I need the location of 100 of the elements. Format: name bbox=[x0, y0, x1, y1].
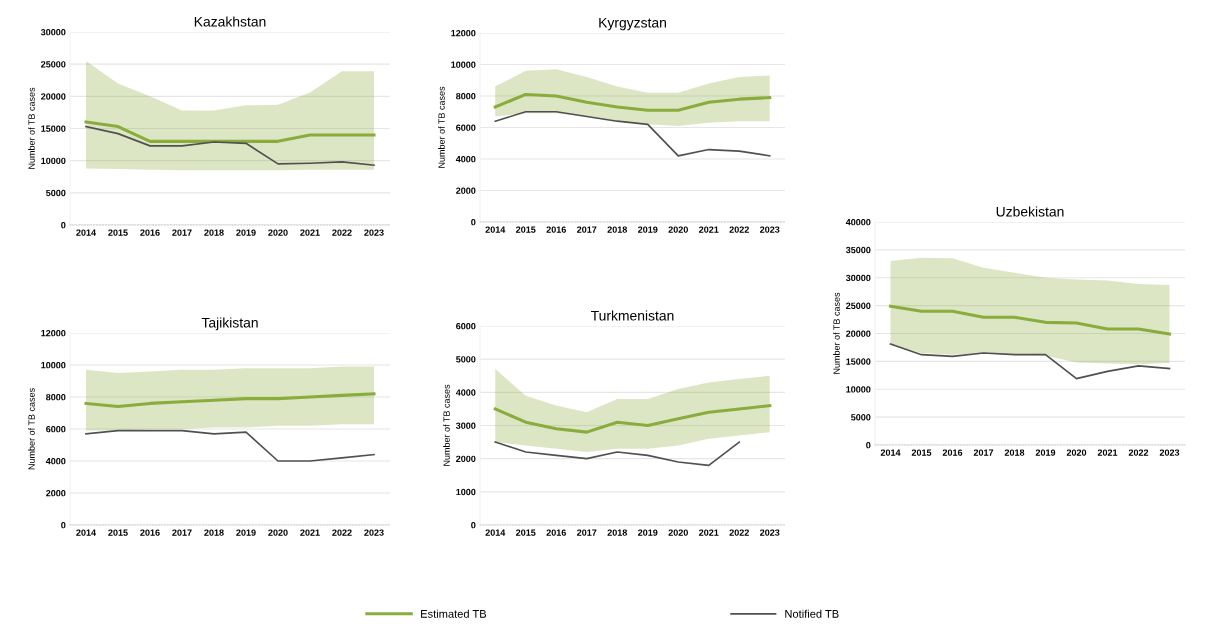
line-series bbox=[84, 392, 376, 409]
x-tick-label: 2019 bbox=[1035, 449, 1056, 456]
x-tick-label: 2016 bbox=[140, 229, 160, 236]
line-series bbox=[493, 92, 772, 112]
line-series bbox=[494, 441, 741, 467]
y-tick-label: 0 bbox=[61, 221, 66, 229]
x-tick-label: 2020 bbox=[268, 529, 288, 536]
x-tick-label: 2016 bbox=[546, 226, 566, 233]
chart-title: Uzbekistan bbox=[996, 206, 1064, 217]
x-tick-label: 2020 bbox=[668, 226, 688, 233]
x-tick-label: 2015 bbox=[516, 529, 536, 536]
x-tick-label: 2014 bbox=[76, 529, 96, 536]
x-tick-label: 2021 bbox=[699, 529, 719, 536]
x-tick-label: 2014 bbox=[485, 529, 506, 536]
y-tick-label: 0 bbox=[471, 218, 476, 226]
x-tick-label: 2017 bbox=[973, 449, 994, 456]
x-tick-label: 2018 bbox=[607, 226, 628, 233]
x-tick-label: 2020 bbox=[1066, 449, 1087, 456]
legend-label: Notified TB bbox=[785, 609, 839, 618]
x-tick-label: 2023 bbox=[1159, 449, 1180, 456]
y-tick-label: 40000 bbox=[845, 218, 871, 226]
line-series bbox=[888, 304, 1172, 336]
chart-title: Kazakhstan bbox=[194, 16, 266, 27]
x-tick-label: 2014 bbox=[485, 226, 506, 233]
y-tick-label: 10000 bbox=[41, 361, 66, 369]
x-tick-label: 2017 bbox=[577, 226, 597, 233]
x-tick-label: 2019 bbox=[236, 229, 256, 236]
y-tick-label: 10000 bbox=[846, 386, 871, 393]
line-series bbox=[84, 120, 376, 143]
y-tick-label: 4000 bbox=[45, 457, 66, 465]
x-tick-label: 2014 bbox=[880, 449, 901, 456]
x-tick-label: 2017 bbox=[172, 229, 192, 236]
line-series bbox=[85, 125, 375, 167]
chart-title: Tajikistan bbox=[201, 317, 258, 331]
x-tick-label: 2017 bbox=[172, 529, 192, 536]
x-tick-label: 2019 bbox=[638, 226, 658, 233]
line-series bbox=[494, 110, 771, 157]
legend-label: Estimated TB bbox=[421, 609, 487, 618]
y-tick-label: 35000 bbox=[845, 246, 871, 254]
y-tick-label: 30000 bbox=[40, 28, 66, 36]
y-tick-label: 6000 bbox=[456, 322, 476, 330]
x-tick-label: 2023 bbox=[364, 529, 384, 536]
x-tick-label: 2020 bbox=[668, 529, 688, 536]
y-tick-label: 3000 bbox=[455, 422, 476, 429]
x-tick-label: 2018 bbox=[204, 529, 224, 536]
y-tick-label: 1000 bbox=[456, 488, 476, 496]
x-tick-label: 2016 bbox=[546, 529, 566, 536]
x-tick-label: 2018 bbox=[1004, 449, 1025, 456]
x-tick-label: 2021 bbox=[1097, 449, 1118, 456]
x-tick-label: 2016 bbox=[942, 449, 963, 456]
y-tick-label: 25000 bbox=[846, 302, 871, 309]
x-tick-label: 2015 bbox=[108, 529, 128, 536]
y-tick-label: 25000 bbox=[41, 61, 66, 68]
y-tick-label: 10000 bbox=[451, 61, 476, 68]
y-tick-label: 5000 bbox=[46, 189, 66, 197]
y-tick-label: 10000 bbox=[41, 157, 66, 165]
x-tick-label: 2018 bbox=[607, 529, 628, 536]
y-axis-title: Number of TB cases bbox=[438, 86, 445, 168]
y-tick-label: 15000 bbox=[41, 125, 66, 132]
y-tick-label: 4000 bbox=[455, 155, 476, 163]
y-tick-label: 8000 bbox=[46, 393, 66, 401]
x-tick-label: 2015 bbox=[516, 226, 536, 233]
y-axis-title: Number of TB cases bbox=[28, 87, 35, 169]
y-tick-label: 20000 bbox=[846, 330, 871, 337]
y-tick-label: 12000 bbox=[41, 329, 66, 337]
y-tick-label: 0 bbox=[866, 441, 871, 449]
x-tick-label: 2021 bbox=[300, 529, 320, 536]
x-tick-label: 2022 bbox=[729, 529, 749, 536]
x-tick-label: 2014 bbox=[76, 229, 96, 236]
x-tick-label: 2019 bbox=[236, 529, 256, 536]
y-axis-title: Number of TB cases bbox=[28, 388, 35, 470]
x-tick-label: 2017 bbox=[577, 529, 597, 536]
y-tick-label: 0 bbox=[471, 521, 476, 529]
x-tick-label: 2023 bbox=[760, 529, 780, 536]
x-tick-label: 2022 bbox=[729, 226, 749, 233]
y-axis-title: Number of TB cases bbox=[443, 384, 450, 466]
x-tick-label: 2022 bbox=[1128, 449, 1149, 456]
chart-title: Kyrgyzstan bbox=[599, 17, 666, 31]
x-tick-label: 2015 bbox=[911, 449, 932, 456]
y-tick-label: 0 bbox=[61, 521, 66, 529]
line-series bbox=[85, 429, 375, 462]
x-tick-label: 2023 bbox=[760, 226, 780, 233]
x-tick-label: 2021 bbox=[699, 226, 719, 233]
y-tick-label: 2000 bbox=[456, 455, 476, 463]
y-tick-label: 5000 bbox=[456, 356, 476, 363]
y-tick-label: 12000 bbox=[451, 29, 476, 37]
y-tick-label: 2000 bbox=[46, 489, 66, 497]
line-series bbox=[493, 404, 772, 434]
y-tick-label: 15000 bbox=[846, 358, 871, 365]
y-tick-label: 6000 bbox=[46, 425, 66, 433]
y-tick-label: 6000 bbox=[456, 124, 476, 131]
y-tick-label: 2000 bbox=[456, 187, 476, 194]
y-axis-title: Number of TB cases bbox=[833, 292, 840, 374]
x-tick-label: 2022 bbox=[332, 229, 352, 236]
x-tick-label: 2015 bbox=[108, 229, 128, 236]
x-tick-label: 2018 bbox=[204, 229, 224, 236]
y-tick-label: 20000 bbox=[41, 93, 66, 100]
y-tick-label: 5000 bbox=[851, 414, 871, 421]
y-tick-label: 30000 bbox=[845, 274, 871, 282]
line-series bbox=[889, 343, 1171, 380]
